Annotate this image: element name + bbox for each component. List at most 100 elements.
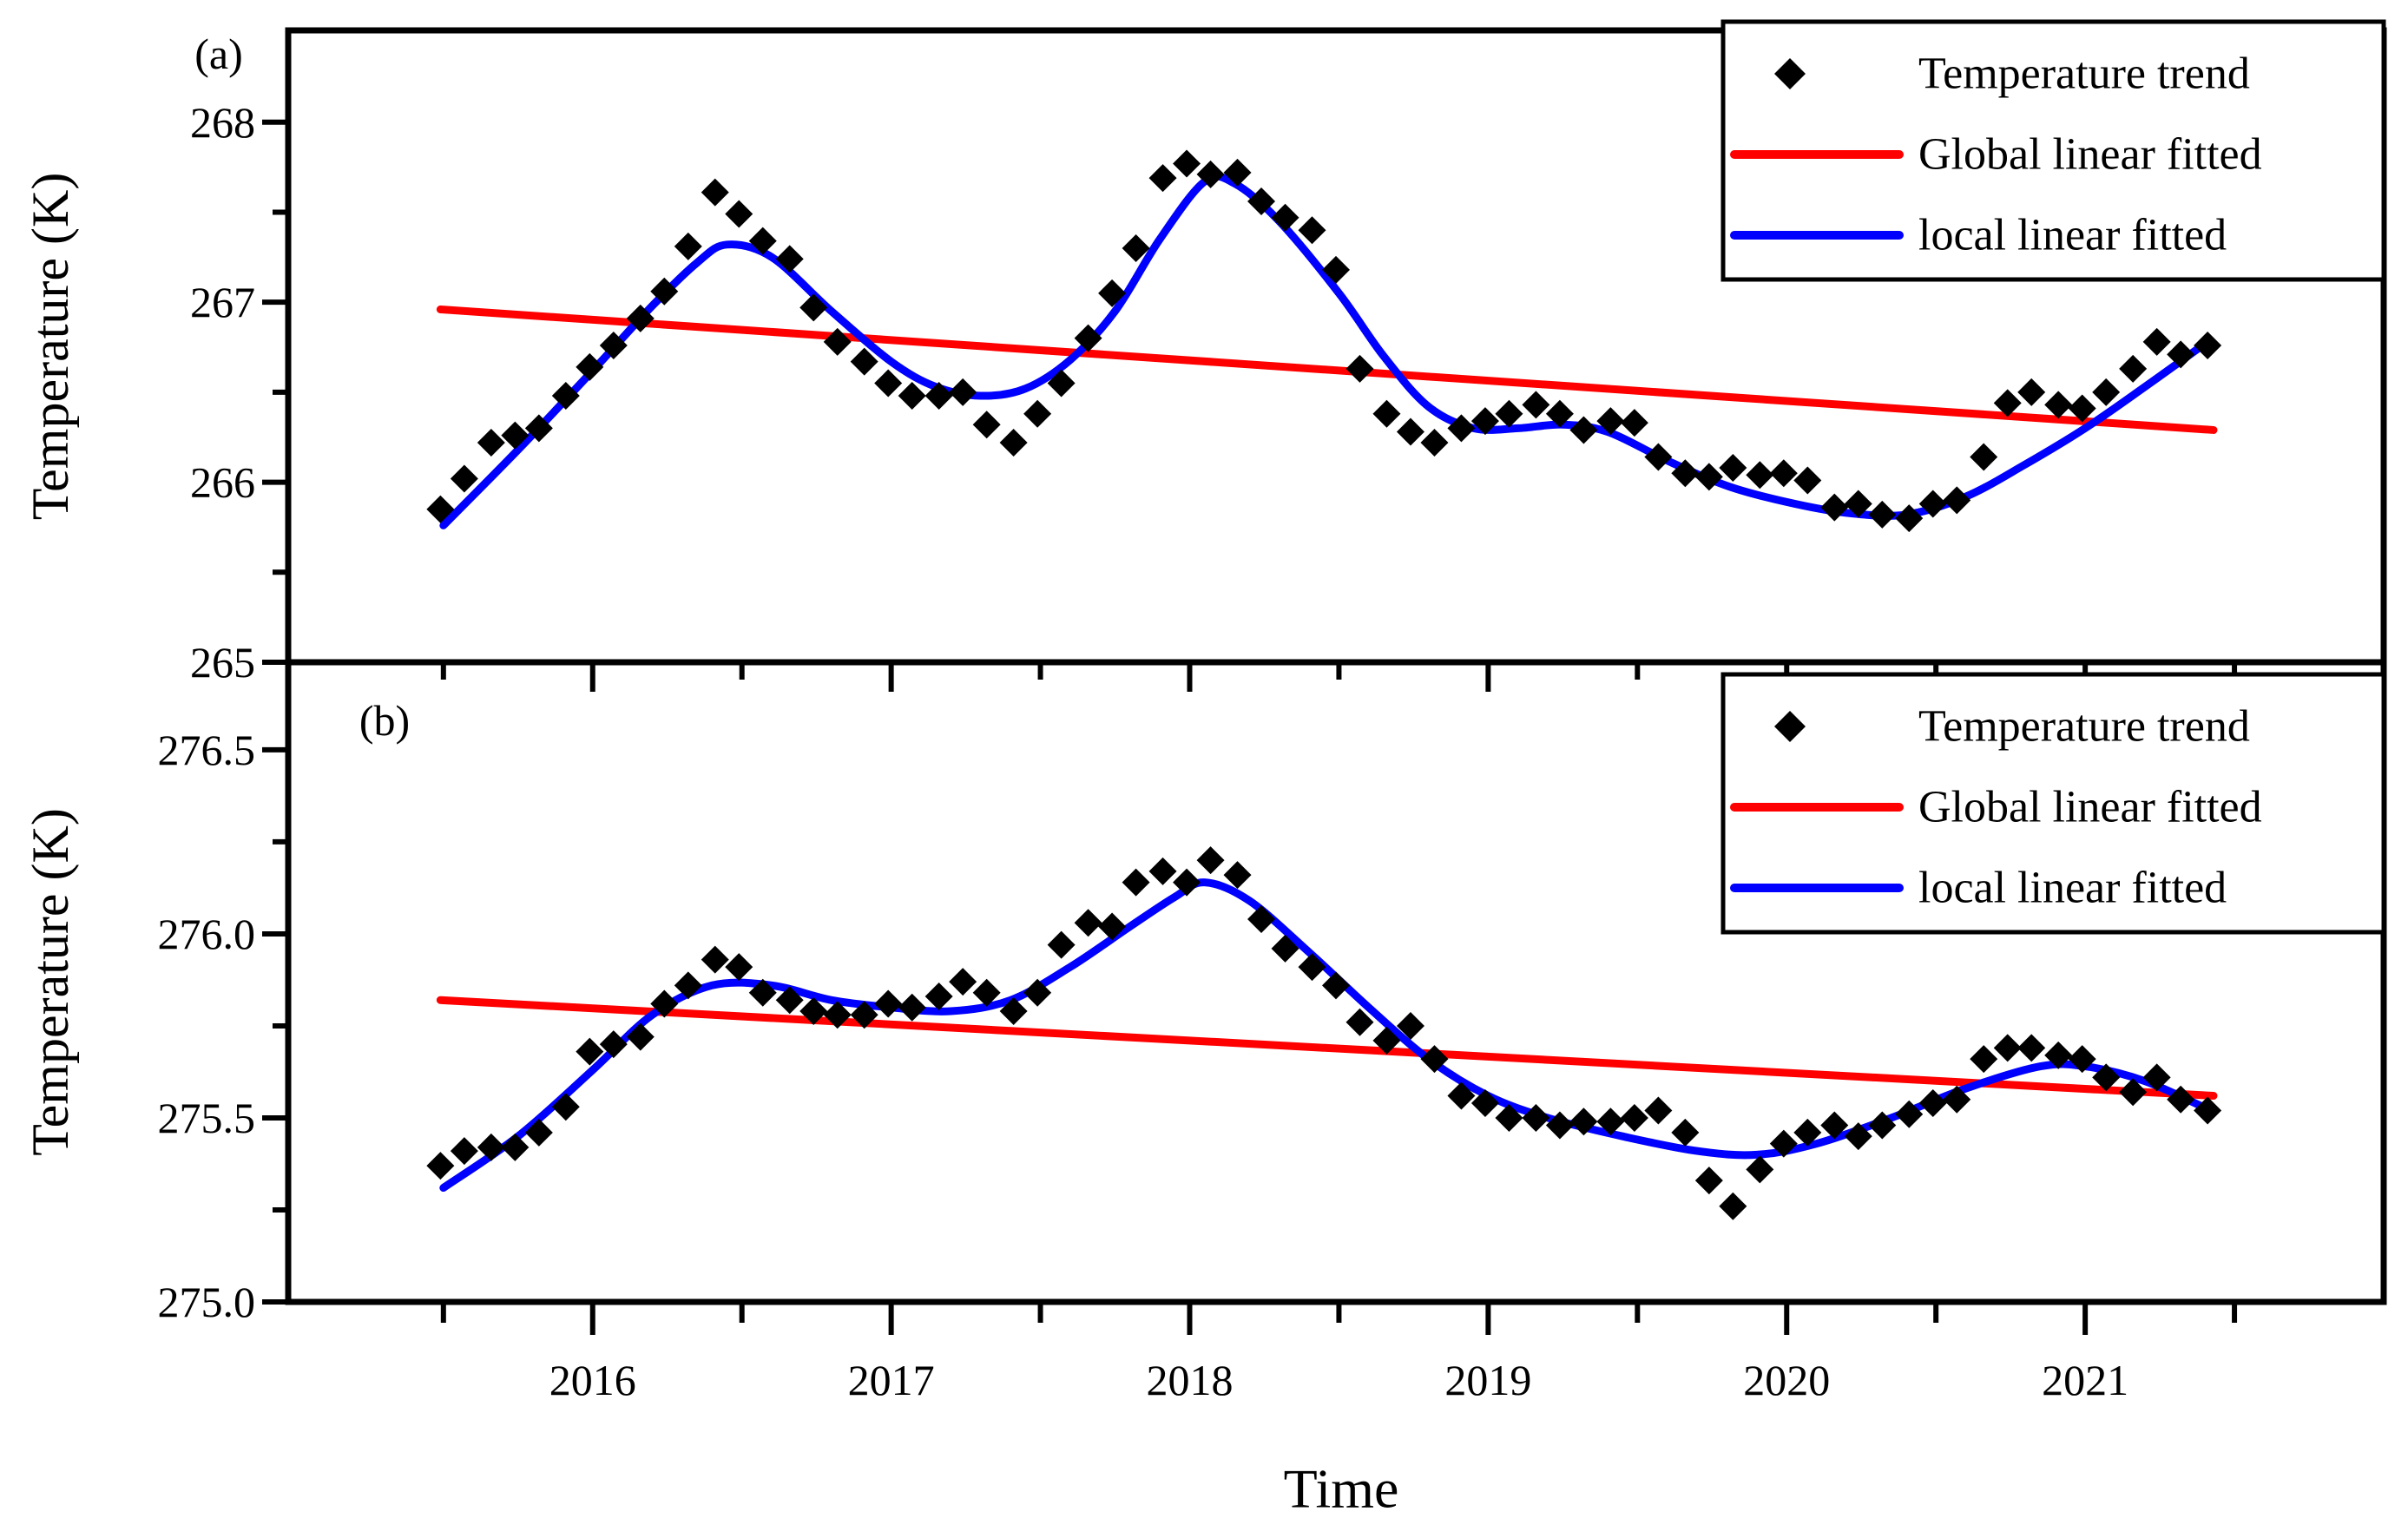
scatter-point — [924, 983, 953, 1011]
scatter-point — [874, 369, 903, 398]
y-tick-label-a: 265 — [190, 638, 255, 687]
scatter-point — [898, 382, 926, 411]
scatter-point — [1746, 461, 1774, 490]
x-tick-label: 2017 — [848, 1356, 935, 1404]
scatter-point — [972, 978, 1001, 1007]
legend-diamond-icon — [1774, 711, 1806, 742]
scatter-point — [1793, 1118, 1822, 1147]
scatter-point — [1868, 1111, 1897, 1140]
y-axis-label-a: Temperature (K) — [22, 173, 79, 521]
y-axis-label-b: Temperature (K) — [22, 808, 79, 1156]
scatter-point — [748, 978, 777, 1007]
scatter-point — [1447, 414, 1476, 443]
scatter-point — [1322, 255, 1350, 284]
scatter-point — [1719, 454, 1747, 482]
scatter-point — [1196, 846, 1225, 875]
scatter-point — [1420, 428, 1449, 457]
scatter-point — [576, 352, 604, 381]
scatter-point — [1694, 463, 1723, 491]
scatter-point — [2142, 1063, 2171, 1092]
legend-label: Global linear fitted — [1918, 783, 2262, 832]
scatter-point — [501, 1133, 530, 1161]
scatter-point — [1644, 443, 1673, 471]
scatter-point — [1918, 1089, 1947, 1118]
scatter-point — [1943, 1085, 1971, 1114]
scatter-point — [1868, 500, 1897, 529]
scatter-point — [626, 1022, 655, 1051]
scatter-point — [898, 993, 926, 1022]
scatter-point — [599, 331, 628, 359]
scatter-point — [1769, 459, 1798, 488]
scatter-point — [2017, 378, 2046, 406]
scatter-point — [1223, 158, 1252, 187]
scatter-point — [2167, 1085, 2195, 1114]
scatter-point — [1943, 486, 1971, 515]
scatter-point — [2068, 1045, 2096, 1074]
temperature-scatter-a — [426, 149, 2222, 533]
scatter-point — [972, 411, 1001, 439]
scatter-point — [850, 1001, 878, 1029]
scatter-point — [1918, 490, 1947, 518]
scatter-point — [1820, 493, 1849, 522]
scatter-point — [1023, 399, 1052, 428]
scatter-point — [1620, 1103, 1648, 1132]
scatter-point — [1671, 1118, 1700, 1147]
scatter-point — [823, 1001, 852, 1029]
scatter-point — [701, 945, 729, 974]
scatter-point — [551, 382, 580, 411]
scatter-point — [775, 245, 804, 273]
y-tick-label-b: 275.5 — [158, 1094, 256, 1142]
y-tick-label-a: 266 — [190, 458, 255, 507]
scatter-point — [1173, 149, 1201, 178]
scatter-point — [551, 1093, 580, 1121]
x-tick-label: 2021 — [2042, 1356, 2128, 1404]
scatter-point — [1569, 416, 1598, 444]
scatter-point — [1298, 953, 1326, 982]
y-tick-label-a: 267 — [190, 278, 255, 326]
scatter-point — [1895, 504, 1924, 533]
scatter-point — [1495, 1103, 1523, 1132]
scatter-point — [2044, 391, 2073, 419]
scatter-point — [1522, 1103, 1550, 1132]
scatter-point — [874, 989, 903, 1018]
scatter-point — [1396, 417, 1424, 446]
scatter-point — [1993, 389, 2022, 417]
scatter-point — [2092, 378, 2121, 406]
scatter-point — [2068, 394, 2096, 423]
scatter-point — [1074, 909, 1102, 937]
y-tick-label-a: 268 — [190, 98, 255, 147]
scatter-point — [2119, 354, 2148, 383]
x-tick-label: 2018 — [1147, 1356, 1234, 1404]
scatter-point — [599, 1030, 628, 1059]
legend-label: Temperature trend — [1918, 702, 2250, 752]
scatter-point — [674, 232, 702, 260]
x-axis-label: Time — [1284, 1458, 1399, 1520]
scatter-point — [1694, 1167, 1723, 1195]
scatter-point — [2017, 1034, 2046, 1062]
scatter-point — [1345, 1008, 1374, 1036]
scatter-point — [1148, 164, 1177, 193]
scatter-point — [524, 414, 553, 443]
scatter-point — [799, 997, 828, 1025]
scatter-point — [2044, 1041, 2073, 1069]
scatter-point — [1769, 1129, 1798, 1158]
scatter-point — [1098, 912, 1127, 941]
scatter-point — [1844, 490, 1872, 518]
scatter-point — [1372, 399, 1401, 428]
scatter-point — [1023, 978, 1052, 1007]
scatter-point — [650, 989, 679, 1018]
scatter-point — [1719, 1192, 1747, 1220]
scatter-point — [1895, 1100, 1924, 1128]
scatter-point — [924, 382, 953, 411]
scatter-point — [1298, 216, 1326, 245]
scatter-point — [501, 421, 530, 450]
scatter-point — [999, 997, 1028, 1025]
x-tick-label: 2016 — [549, 1356, 636, 1404]
scatter-point — [1173, 868, 1201, 897]
y-tick-label-b: 276.5 — [158, 726, 256, 774]
scatter-point — [850, 347, 878, 376]
scatter-point — [701, 178, 729, 207]
scatter-point — [1047, 930, 1076, 959]
